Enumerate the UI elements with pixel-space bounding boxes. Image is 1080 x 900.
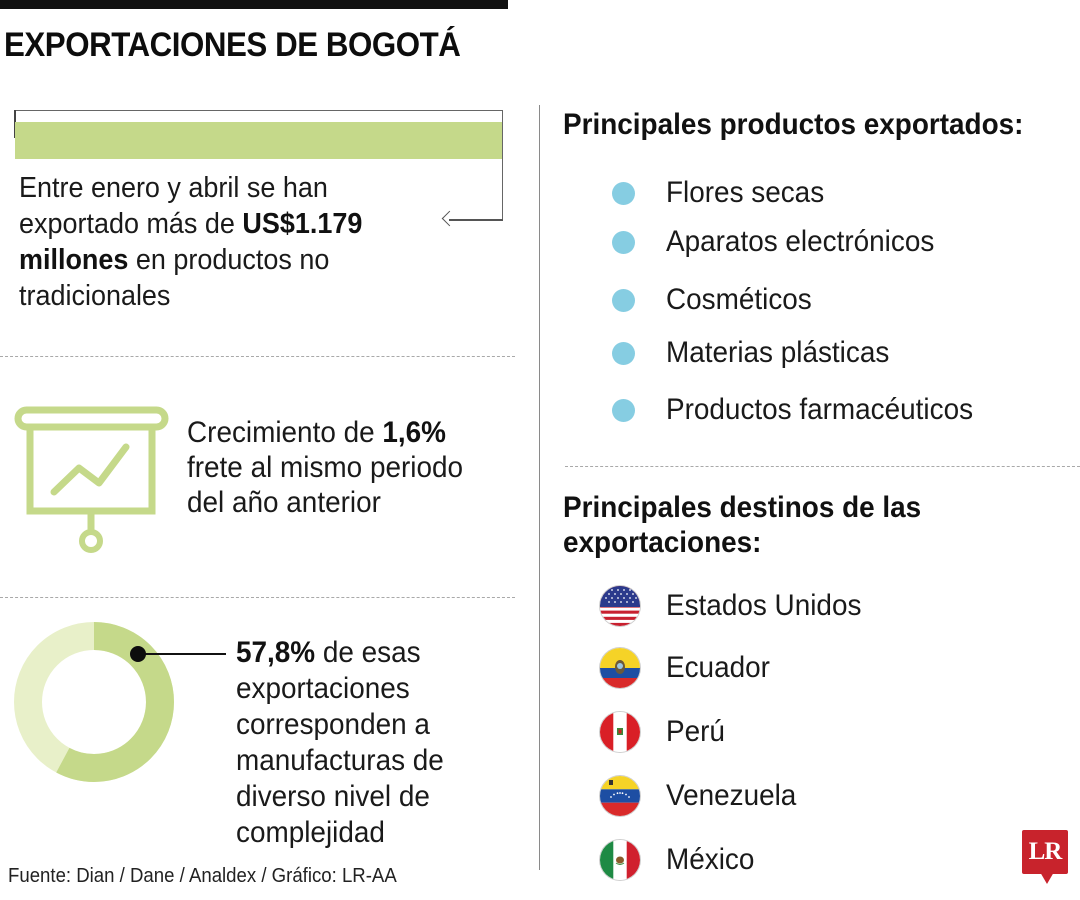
list-item: Perú bbox=[600, 712, 729, 752]
growth-value: 1,6% bbox=[382, 416, 446, 449]
manufactures-text: 57,8% de esas exportaciones corresponden… bbox=[236, 636, 444, 849]
source-note: Fuente: Dian / Dane / Analdex / Gráfico:… bbox=[8, 865, 397, 887]
list-item: Materias plásticas bbox=[612, 336, 906, 370]
presentation-chart-icon bbox=[14, 406, 169, 553]
donut-chart bbox=[14, 622, 174, 782]
flag-peru-icon bbox=[600, 712, 640, 752]
manufactures-value: 57,8% bbox=[236, 636, 316, 669]
list-item: Venezuela bbox=[600, 776, 806, 816]
export-unit: millones bbox=[19, 244, 129, 276]
lr-logo: LR bbox=[1022, 830, 1068, 874]
callout-frame bbox=[14, 110, 503, 220]
destinations-heading: Principales destinos de las exportacione… bbox=[563, 491, 922, 559]
dashed-divider bbox=[565, 466, 1080, 467]
leader-line bbox=[142, 653, 226, 655]
flag-venezuela-icon bbox=[600, 776, 640, 816]
column-divider bbox=[539, 105, 540, 870]
flag-mexico-icon bbox=[600, 840, 640, 880]
list-item: Estados Unidos bbox=[600, 586, 876, 626]
flag-usa-icon bbox=[600, 586, 640, 626]
page-title: EXPORTACIONES DE BOGOTÁ bbox=[4, 26, 461, 64]
flag-ecuador-icon bbox=[600, 648, 640, 688]
leader-dot bbox=[130, 646, 146, 662]
export-amount-text: Entre enero y abril se han exportado más… bbox=[19, 172, 363, 312]
bullet-icon bbox=[612, 230, 635, 254]
export-amount: US$1.179 bbox=[242, 208, 363, 240]
list-item: Productos farmacéuticos bbox=[612, 393, 996, 427]
list-item: Cosméticos bbox=[612, 283, 823, 317]
growth-text: Crecimiento de 1,6% frete al mismo perio… bbox=[187, 416, 464, 519]
list-item: Flores secas bbox=[612, 176, 836, 210]
bullet-icon bbox=[612, 398, 635, 422]
arrow-line bbox=[449, 219, 503, 221]
callout-frame-left bbox=[14, 110, 16, 138]
lr-logo-tail bbox=[1040, 872, 1054, 884]
dashed-divider bbox=[0, 356, 515, 357]
products-heading: Principales productos exportados: bbox=[563, 108, 1024, 141]
list-item: Ecuador bbox=[600, 648, 778, 688]
green-highlight-bar bbox=[15, 122, 502, 159]
bullet-icon bbox=[612, 181, 635, 205]
top-rule bbox=[0, 0, 508, 9]
dashed-divider bbox=[0, 597, 515, 598]
bullet-icon bbox=[612, 341, 635, 365]
list-item: México bbox=[600, 840, 761, 880]
bullet-icon bbox=[612, 288, 635, 312]
list-item: Aparatos electrónicos bbox=[612, 225, 955, 259]
